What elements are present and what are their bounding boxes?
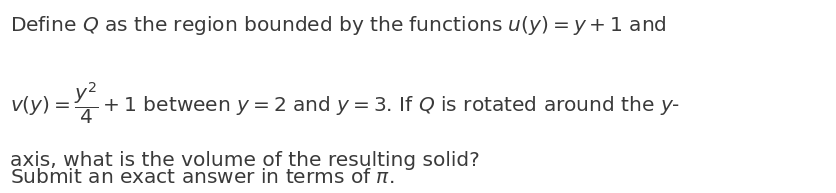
Text: Define $\mathit{Q}$ as the region bounded by the functions $\mathit{u}(\mathit{y: Define $\mathit{Q}$ as the region bounde… bbox=[10, 14, 666, 36]
Text: Submit an exact answer in terms of $\pi$.: Submit an exact answer in terms of $\pi$… bbox=[10, 168, 394, 187]
Text: axis, what is the volume of the resulting solid?: axis, what is the volume of the resultin… bbox=[10, 151, 479, 169]
Text: $\mathit{v}(\mathit{y}) = \dfrac{\mathit{y}^2}{4} + 1$ between $\mathit{y} = 2$ : $\mathit{v}(\mathit{y}) = \dfrac{\mathit… bbox=[10, 81, 680, 127]
